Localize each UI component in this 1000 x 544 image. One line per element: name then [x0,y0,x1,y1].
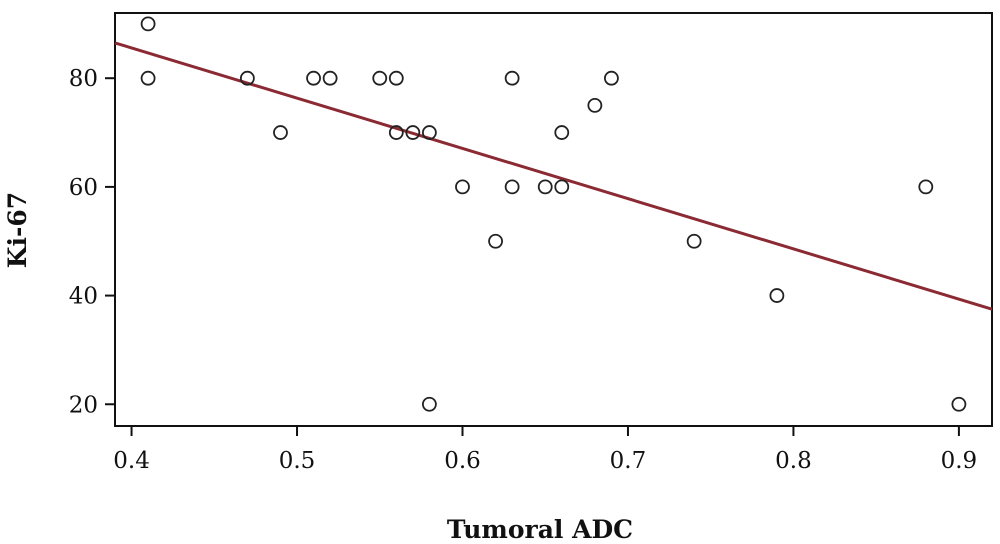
data-point [388,125,404,140]
x-tick-label: 0.4 [113,448,150,474]
data-point [951,396,967,412]
x-tick-label: 0.7 [610,448,647,474]
data-point [306,70,321,86]
data-point [372,70,388,86]
data-point [769,288,785,303]
y-axis-title: Ki-67 [3,192,32,268]
x-tick-label: 0.8 [775,448,812,474]
x-axis-ticks: 0.4 0.5 0.6 0.7 0.8 0.9 [113,426,977,474]
y-tick-label: 40 [69,284,98,310]
regression-line [114,41,993,311]
data-points [140,16,967,412]
data-point [322,70,338,86]
data-point [455,179,470,195]
data-point [604,70,619,86]
data-point [421,396,437,412]
data-point [554,179,570,195]
plot-frame [114,12,993,427]
y-axis-ticks: 20 40 60 80 [69,66,115,418]
y-tick-label: 20 [69,392,98,418]
data-point [388,70,404,86]
x-tick-label: 0.6 [444,448,481,474]
regression-line-group [114,41,993,311]
x-axis-title: Tumoral ADC [447,515,633,544]
data-point [405,125,421,140]
data-point [239,70,255,86]
data-point [504,179,520,195]
data-point [421,125,437,140]
data-point [537,179,553,195]
data-point [504,70,520,86]
x-tick-label: 0.5 [279,448,316,474]
data-point [273,125,288,140]
y-tick-label: 80 [69,66,98,92]
data-point [140,16,156,32]
x-tick-label: 0.9 [941,448,978,474]
data-point [140,70,156,86]
data-point [686,233,702,249]
data-point [918,179,934,195]
data-point [587,97,603,113]
data-point [488,233,503,249]
data-point [554,125,570,140]
y-tick-label: 60 [69,175,98,201]
